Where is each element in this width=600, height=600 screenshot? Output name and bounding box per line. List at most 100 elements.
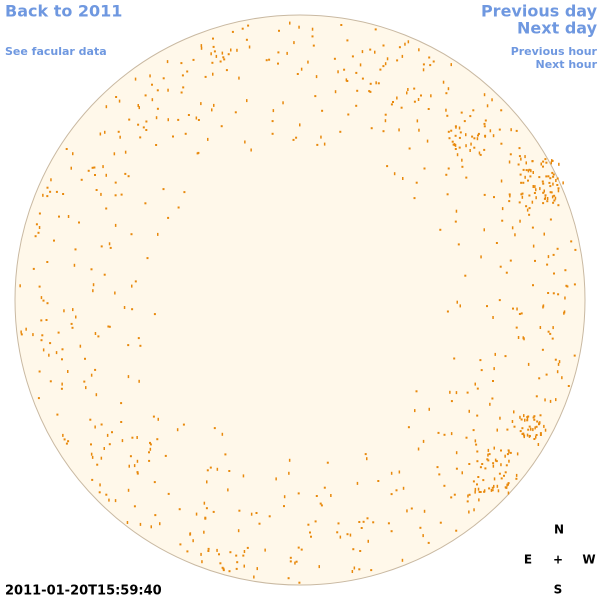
facula	[504, 471, 507, 474]
previous-hour-link[interactable]: Previous hour	[511, 45, 598, 58]
facula	[476, 450, 479, 453]
facula	[386, 57, 389, 61]
facula	[93, 166, 96, 169]
facula	[542, 202, 545, 205]
next-hour-link[interactable]: Next hour	[536, 58, 598, 71]
facula	[531, 200, 534, 204]
facula	[557, 187, 560, 190]
facula	[95, 393, 98, 397]
facula	[454, 143, 457, 147]
facula	[237, 529, 240, 533]
facula	[336, 531, 339, 534]
facula	[49, 342, 52, 345]
facula	[477, 132, 480, 135]
facula	[390, 471, 393, 475]
facula	[525, 205, 528, 208]
facula	[46, 302, 49, 305]
facula	[515, 129, 518, 132]
facula	[459, 131, 462, 134]
facula	[294, 561, 296, 565]
facula	[242, 554, 245, 557]
facula	[551, 195, 554, 199]
facula	[231, 30, 234, 33]
facula	[401, 54, 404, 58]
facula	[419, 526, 422, 529]
previous-day-link[interactable]: Previous day	[481, 2, 598, 21]
facula	[359, 550, 362, 552]
facula	[416, 119, 419, 123]
facula	[45, 319, 48, 321]
facula	[62, 193, 65, 195]
facula	[209, 466, 212, 469]
facula	[63, 438, 66, 441]
facula	[396, 59, 399, 62]
facula	[94, 332, 97, 335]
facula	[509, 194, 511, 198]
facula	[507, 491, 510, 495]
facula	[41, 334, 44, 337]
facula	[99, 483, 101, 487]
facula	[206, 480, 208, 484]
facula	[362, 520, 365, 523]
facula	[105, 105, 108, 109]
facula	[355, 104, 358, 107]
facula	[118, 99, 121, 103]
facula	[472, 429, 475, 432]
facula	[526, 416, 529, 418]
facula	[530, 427, 532, 431]
facula	[552, 182, 554, 186]
facula	[205, 507, 208, 510]
facula	[445, 92, 448, 95]
facula	[473, 508, 475, 512]
facula	[292, 138, 295, 141]
facula	[413, 197, 416, 200]
facula	[48, 353, 50, 357]
facula	[129, 455, 132, 458]
facula	[452, 143, 455, 146]
facula	[236, 561, 239, 564]
facula	[92, 283, 95, 287]
next-day-link[interactable]: Next day	[517, 19, 598, 38]
facula	[162, 77, 165, 80]
facula	[150, 525, 152, 529]
facula	[203, 501, 206, 505]
facula	[546, 200, 549, 203]
facula	[496, 428, 498, 432]
facula	[96, 463, 99, 466]
facula	[92, 289, 94, 293]
facula	[552, 292, 555, 295]
facula	[504, 486, 507, 489]
facula	[390, 103, 393, 106]
back-link[interactable]: Back to 2011	[5, 2, 122, 21]
facula	[85, 386, 87, 390]
facula	[539, 421, 541, 425]
facula	[458, 126, 461, 130]
facula	[220, 125, 223, 128]
facula	[550, 161, 552, 165]
facula	[558, 162, 560, 166]
facula	[323, 486, 326, 489]
facula	[75, 315, 77, 319]
facula	[517, 336, 520, 339]
facula	[491, 489, 494, 492]
facula	[476, 387, 479, 390]
facula	[192, 58, 195, 61]
facula	[181, 74, 184, 77]
facula	[556, 184, 559, 186]
facular-data-link[interactable]: See facular data	[5, 45, 107, 58]
facula	[241, 27, 244, 30]
facula	[94, 368, 97, 371]
facula	[418, 128, 420, 132]
facula	[149, 447, 152, 451]
facula	[476, 137, 479, 141]
facula	[153, 481, 156, 484]
facula	[369, 48, 372, 51]
facula	[297, 492, 300, 495]
facula	[296, 73, 299, 75]
facula	[213, 50, 216, 53]
facula	[427, 108, 430, 110]
facula	[228, 470, 231, 472]
facula	[35, 223, 38, 226]
facula	[345, 78, 348, 82]
facula	[453, 357, 456, 360]
